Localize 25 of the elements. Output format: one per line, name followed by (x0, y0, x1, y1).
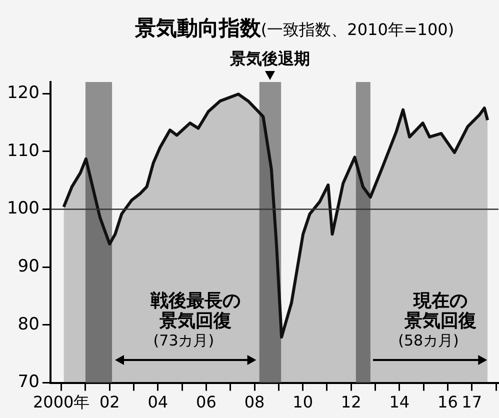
x-tick-label: 16 (438, 392, 458, 412)
x-tick-label: 06 (196, 392, 216, 412)
chart-subtitle: (一致指数、2010年=100) (260, 20, 454, 39)
x-tick-label: 02 (99, 392, 120, 412)
annotation: 現在の (412, 290, 468, 312)
y-tick-label: 110 (6, 140, 40, 161)
annotation: (58カ月) (398, 332, 459, 350)
x-tick-label: 10 (292, 392, 313, 412)
annotation: 景気回復 (158, 310, 232, 332)
x-tick-label: 14 (389, 392, 410, 412)
x-tick-label: 17 (462, 392, 482, 412)
y-tick-label: 80 (18, 314, 40, 334)
x-tick-label: 08 (244, 392, 265, 412)
annotation: 景気回復 (403, 310, 476, 332)
chart-title: 景気動向指数 (134, 16, 261, 40)
y-tick-label: 120 (6, 82, 40, 103)
x-tick-label: 2000年 (32, 392, 90, 412)
band-label: 景気後退期 (229, 49, 310, 68)
y-tick-label: 90 (18, 256, 40, 277)
annotation: 戦後最長の (150, 290, 241, 312)
x-tick-label: 04 (148, 392, 168, 412)
y-tick-label: 70 (18, 372, 40, 392)
y-tick-label: 100 (6, 198, 40, 219)
x-tick-label: 12 (340, 392, 362, 412)
annotation: (73カ月) (153, 332, 214, 350)
